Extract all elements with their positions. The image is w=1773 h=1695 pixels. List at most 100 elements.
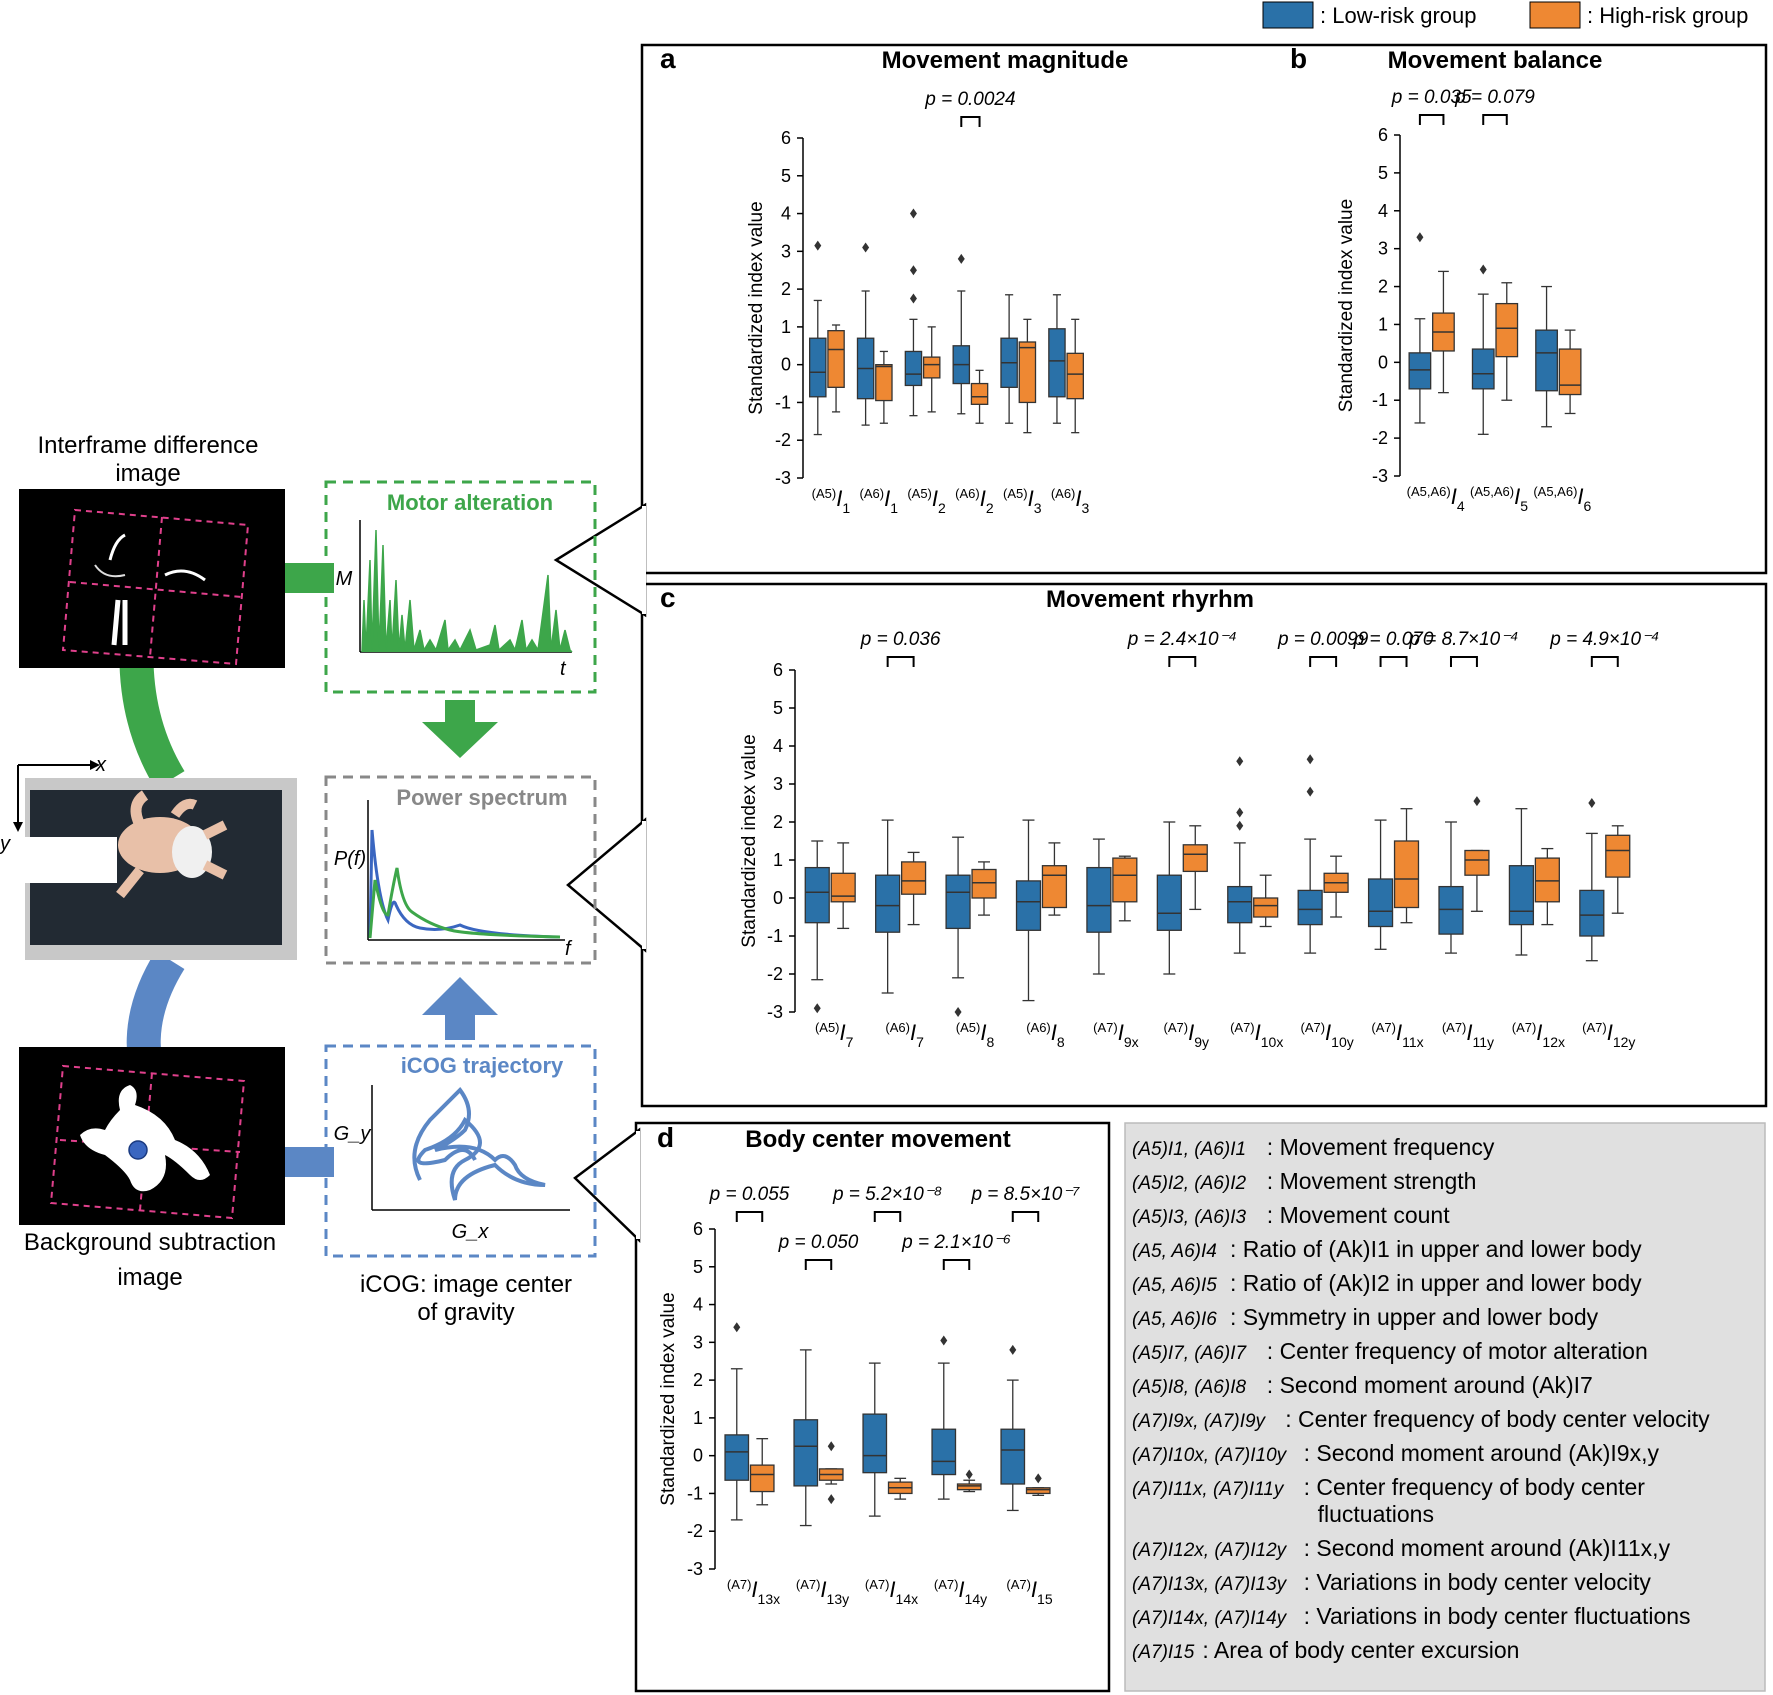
iqr-box (1535, 329, 1558, 392)
x-tick-label-c: (A6)I7 (885, 1020, 924, 1050)
legend-low-swatch (1262, 1, 1314, 29)
x-tick-label-c: (A7)I11y (1442, 1020, 1494, 1050)
definition-term: (A7)I13x, (A7)I13y (1132, 1574, 1288, 1595)
background-label-1: Background subtraction (24, 1229, 276, 1256)
power-xlabel: f (565, 938, 573, 960)
p-value-label-d: p = 0.050 (778, 1232, 859, 1253)
iqr-box (1066, 352, 1084, 400)
iqr-box (1464, 849, 1490, 876)
box-d-high-2 (887, 1477, 913, 1500)
panel-letter-b: b (1290, 43, 1307, 74)
y-tick-label-c: 5 (773, 698, 783, 718)
chart-c: c Movement rhyrhm -3 -2 -1 0 1 2 3 4 5 6 Standardize… (660, 582, 1659, 1050)
y-tick-label-a: -1 (775, 392, 791, 412)
icog-trajectory (412, 1086, 546, 1201)
iqr-box (945, 874, 971, 930)
y-tick-label-b: 6 (1378, 125, 1388, 145)
box-c-low-7 (1297, 754, 1323, 954)
outlier-point (1034, 1473, 1042, 1484)
callout-d (573, 1127, 641, 1243)
y-tick-label-d: 4 (693, 1295, 703, 1315)
x-tick-label-c: (A6)I8 (1026, 1020, 1065, 1050)
definition-row: (A5, A6)I4: Ratio of (Ak)I1 in upper and… (1132, 1236, 1642, 1262)
box-c-low-11 (1579, 798, 1605, 962)
y-tick-label-b: 3 (1378, 239, 1388, 259)
motor-alteration-box: Motor alteration M t (324, 480, 597, 694)
iqr-box (809, 337, 827, 398)
box-c-high-1 (900, 851, 927, 926)
chart-title-d: Body center movement (745, 1126, 1010, 1153)
outlier-point (940, 1335, 948, 1346)
y-tick-label-b: 0 (1378, 352, 1388, 372)
chart-d: d Body center movement -3 -2 -1 0 1 2 3 4 5 6 Standa… (657, 1122, 1080, 1607)
x-tick-label-c: (A7)I12x (1512, 1020, 1565, 1050)
y-tick-label-a: 1 (781, 317, 791, 337)
y-tick-label-d: -2 (687, 1521, 703, 1541)
definition-row: (A5)I7, (A6)I7: Center frequency of moto… (1132, 1338, 1648, 1364)
x-tick-label-a: (A5)I2 (907, 486, 946, 516)
significance-bracket-c (1449, 656, 1478, 667)
y-tick-label-b: 5 (1378, 163, 1388, 183)
significance-bracket-d (1011, 1211, 1040, 1222)
definition-row: (A5)I8, (A6)I8: Second moment around (Ak… (1132, 1372, 1593, 1398)
y-tick-label-d: 5 (693, 1257, 703, 1277)
outlier-point (1009, 1344, 1017, 1355)
definition-row: (A5, A6)I5 : Ratio of (Ak)I2 in upper and… (1132, 1270, 1642, 1296)
box-c-high-3 (1041, 842, 1068, 916)
box-c-low-3 (1015, 819, 1042, 1002)
box-c-low-8 (1367, 819, 1394, 950)
interframe-label-2: image (115, 460, 180, 487)
definition-row: (A7)I11x, (A7)I11y: Center frequency of … (1132, 1474, 1645, 1527)
outlier-point (1236, 756, 1244, 767)
green-arrow (422, 700, 498, 758)
y-tick-label-a: -3 (775, 468, 791, 488)
chart-a: a Movement magnitude -3 -2 -1 0 1 2 3 4 5 6 Standard… (660, 43, 1128, 516)
motor-title: Motor alteration (387, 490, 553, 515)
outlier-point (909, 208, 917, 219)
iqr-box (804, 866, 830, 924)
significance-bracket-c (1168, 656, 1197, 667)
iqr-box (1086, 866, 1112, 933)
iqr-box (1579, 889, 1605, 937)
definition-term: (A5)I3, (A6)I3 (1132, 1207, 1246, 1228)
significance-bracket-b (1418, 114, 1445, 125)
y-axis-label-c: Standardized index value (739, 734, 760, 947)
x-tick-label-c: (A7)I11x (1371, 1020, 1423, 1050)
y-tick-label-a: -2 (775, 430, 791, 450)
box-c-high-10 (1534, 847, 1560, 926)
box-c-high-6 (1253, 874, 1279, 928)
y-tick-label-a: 2 (781, 279, 791, 299)
box-c-low-1 (875, 819, 901, 994)
iqr-box (971, 868, 997, 899)
power-spectrum-box: Power spectrum P(f) f (324, 775, 597, 965)
chart-b: b Movement balance -3 -2 -1 0 1 2 3 4 5 6 Standardiz… (1290, 43, 1602, 514)
subtraction-image (19, 1047, 285, 1225)
definition-text: : Second moment around (Ak)I7 (1267, 1372, 1593, 1398)
definition-text: : Center frequency of body center veloci… (1285, 1406, 1710, 1432)
x-tick-label-a: (A6)I3 (1051, 486, 1090, 516)
power-ylabel: P(f) (334, 848, 366, 870)
p-value-label-c: p = 0.036 (860, 629, 941, 650)
definition-row: (A7)I14x, (A7)I14y: Variations in body c… (1132, 1603, 1691, 1629)
x-tick-label-c: (A7)I12y (1582, 1020, 1635, 1050)
definition-row: (A5, A6)I6: Symmetry in upper and lower … (1132, 1304, 1599, 1330)
box-c-low-6 (1227, 756, 1253, 954)
iqr-box (970, 382, 989, 405)
icog-xlabel: G_x (452, 1221, 490, 1243)
definition-term: (A5, A6)I5 (1132, 1275, 1217, 1296)
outlier-point (954, 1007, 962, 1017)
definition-text: : Ratio of (Ak)I2 in upper and lower bod… (1230, 1270, 1642, 1296)
p-value-label-a: p = 0.0024 (924, 89, 1015, 110)
iqr-box (875, 364, 893, 402)
power-title: Power spectrum (396, 785, 567, 810)
iqr-box (931, 1428, 957, 1476)
y-tick-label-c: -1 (767, 926, 783, 946)
iqr-box (1508, 865, 1535, 926)
y-tick-label-c: -2 (767, 964, 783, 984)
y-tick-label-b: 4 (1378, 201, 1388, 221)
icog-box: iCOG trajectory G_y G_x (324, 1044, 597, 1258)
y-tick-label-c: 2 (773, 812, 783, 832)
x-tick-label-c: (A5)I8 (956, 1020, 995, 1050)
y-tick-label-d: 0 (693, 1446, 703, 1466)
